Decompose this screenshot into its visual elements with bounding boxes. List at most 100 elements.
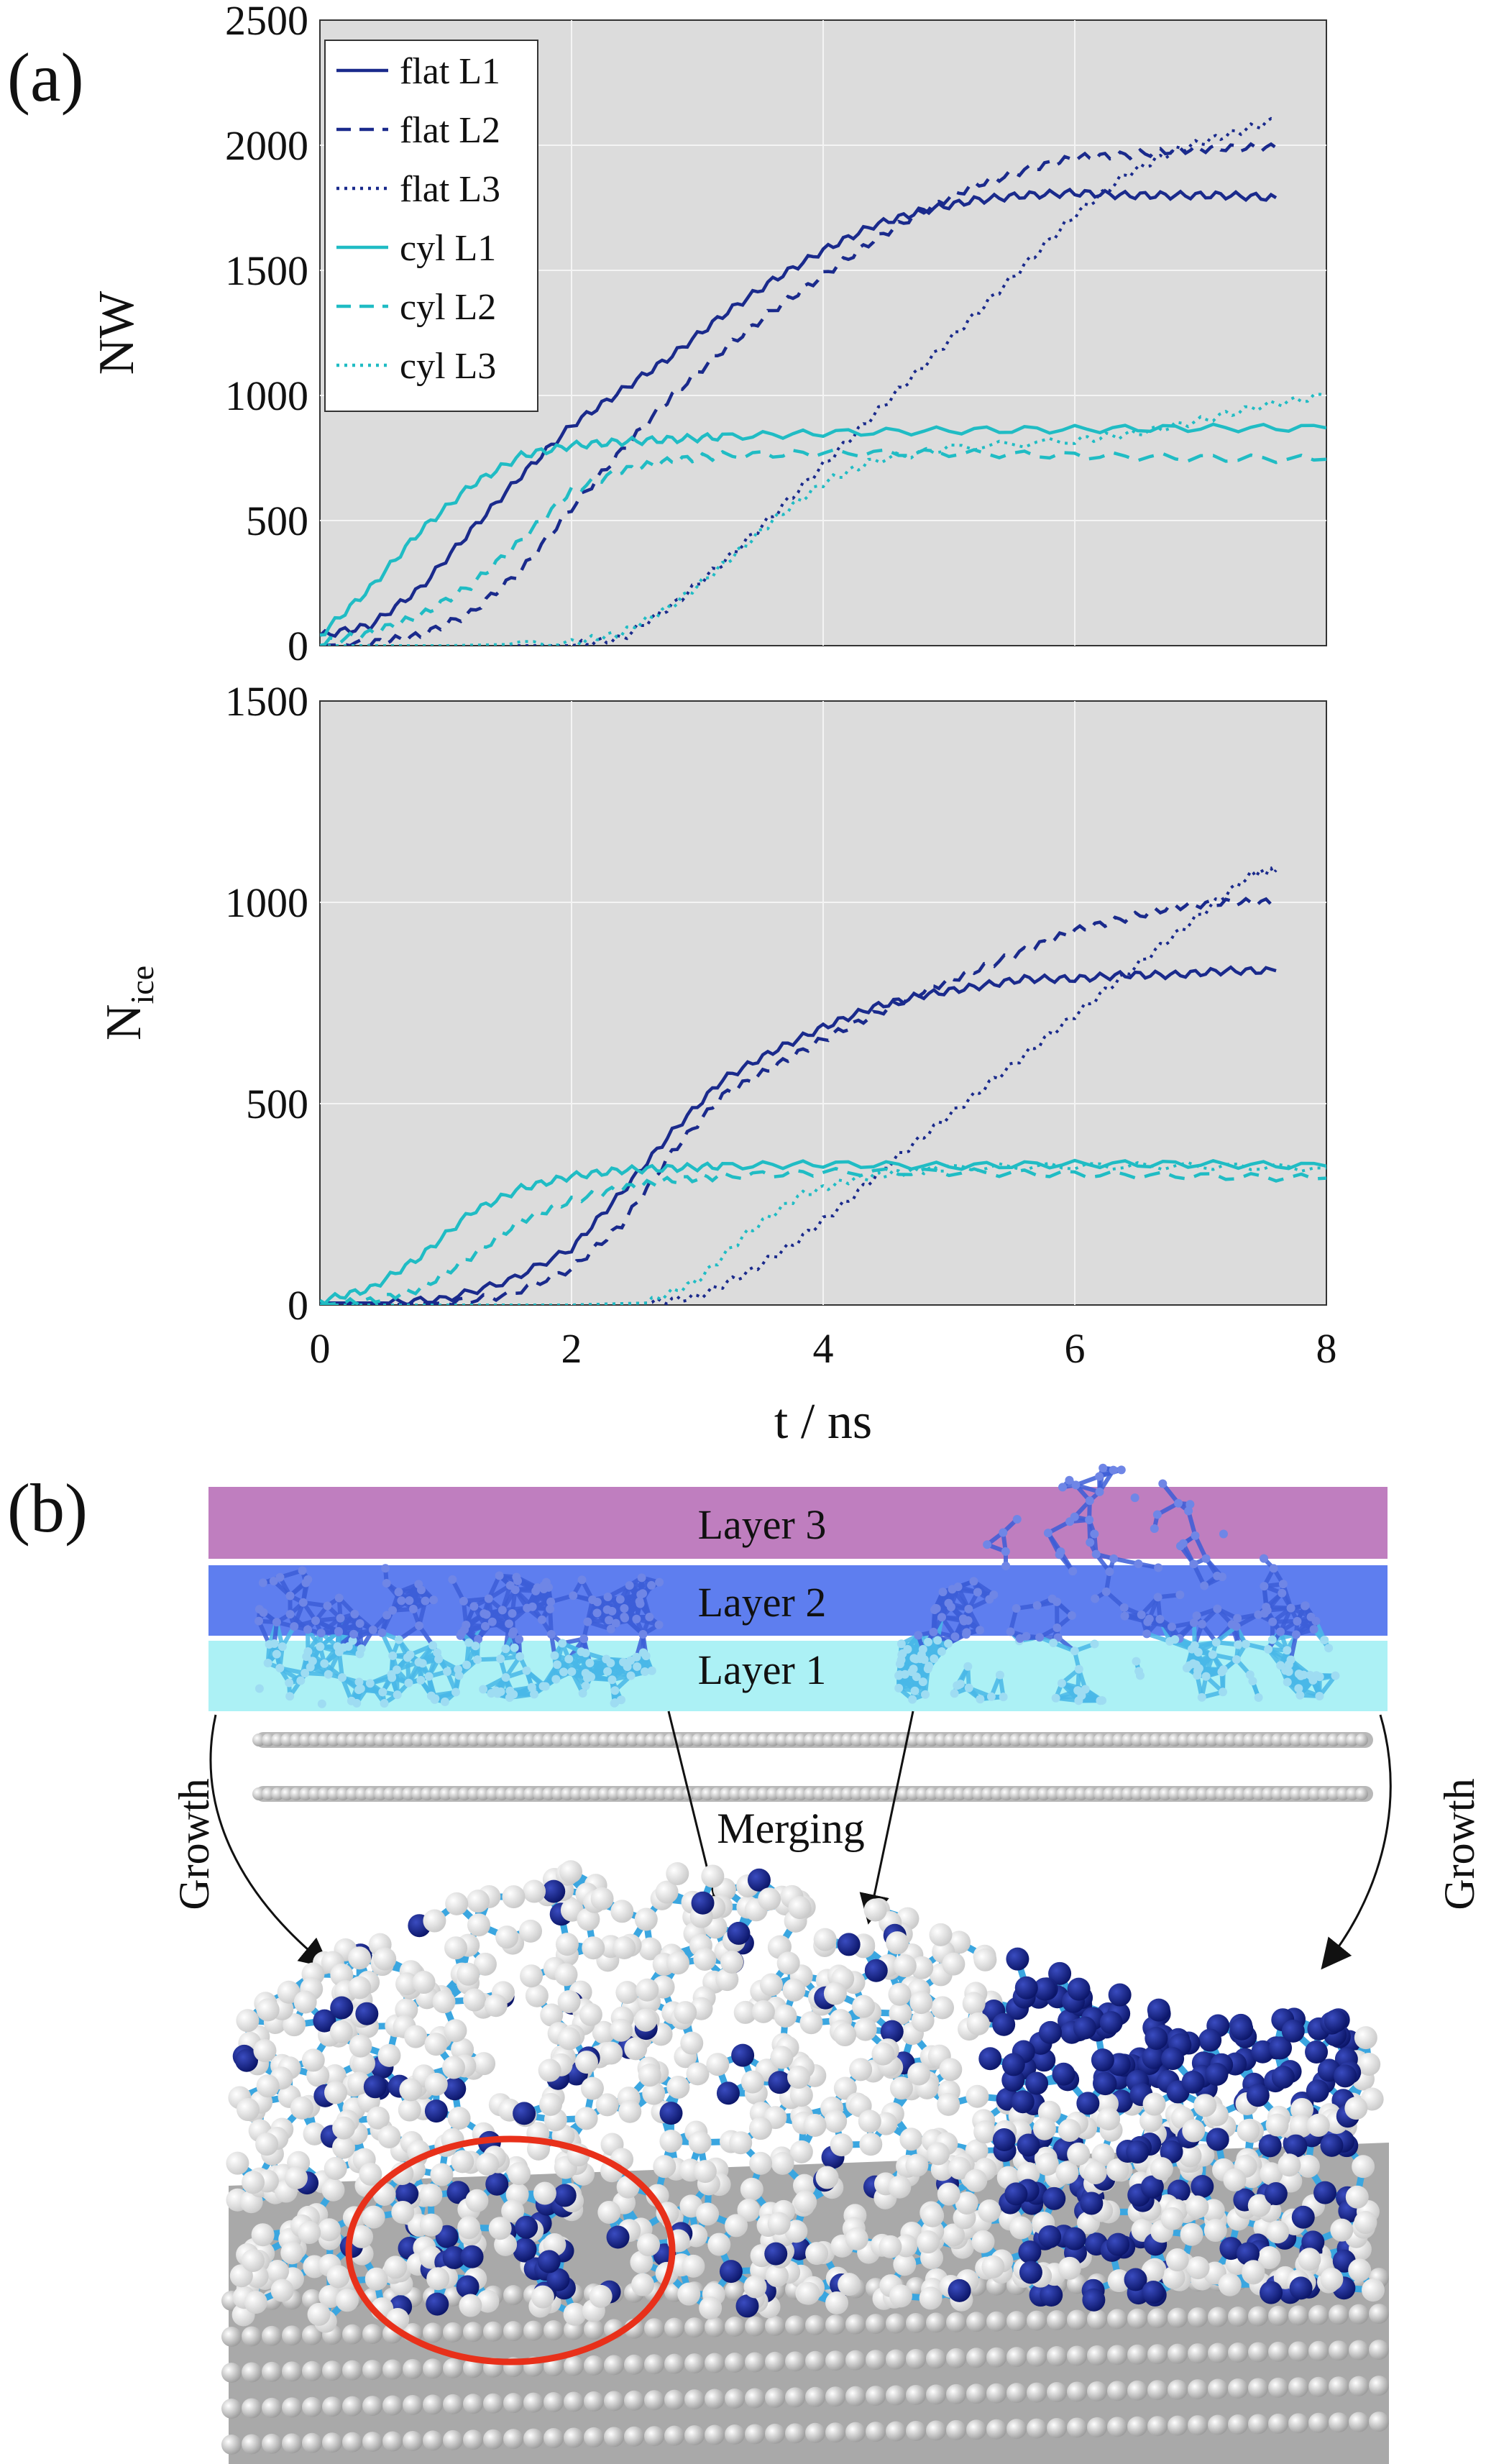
carbon-atom <box>1075 1787 1088 1800</box>
water-molecule <box>908 1695 917 1704</box>
water-molecule <box>583 1617 592 1626</box>
legend-label: flat L1 <box>400 51 500 92</box>
water-molecule <box>1278 1588 1287 1598</box>
carbon-atom <box>845 2422 866 2442</box>
carbon-atom <box>458 1787 471 1800</box>
carbon-atom <box>1196 1787 1209 1800</box>
carbon-atom <box>411 1787 424 1800</box>
water-molecule <box>933 1636 942 1645</box>
carbon-atom <box>533 1733 546 1746</box>
carbon-atom <box>966 2383 986 2404</box>
carbon-atom <box>302 2360 322 2381</box>
grid-lines <box>320 701 1326 1305</box>
water-molecule <box>1068 1567 1078 1576</box>
carbon-atom <box>1248 2342 1268 2363</box>
water-molecule <box>1074 1664 1083 1674</box>
carbon-atom <box>1215 1733 1228 1746</box>
water-molecule <box>605 1616 614 1625</box>
carbon-atom <box>1047 2310 1067 2331</box>
water-molecule <box>495 1571 504 1580</box>
series-line-cyl-l1 <box>320 1158 1326 1305</box>
carbon-atom <box>916 1733 929 1746</box>
water-molecule <box>1193 1671 1202 1680</box>
carbon-atom <box>1112 1733 1125 1746</box>
carbon-atom <box>542 1787 555 1800</box>
carbon-atom <box>886 2385 906 2406</box>
carbon-atom <box>589 1733 602 1746</box>
carbon-atom <box>423 2322 443 2343</box>
series-line-cyl-l3 <box>320 393 1326 646</box>
carbon-atom <box>1252 1733 1265 1746</box>
carbon-atom <box>645 1787 658 1800</box>
water-molecule <box>959 1616 968 1626</box>
carbon-atom <box>421 1733 434 1746</box>
legend-label: cyl L3 <box>400 346 496 387</box>
carbon-atom <box>382 2359 403 2380</box>
water-molecule <box>1142 1629 1152 1639</box>
carbon-atom <box>636 1733 648 1746</box>
carbon-atom <box>570 1733 583 1746</box>
carbon-atom <box>382 2395 403 2416</box>
carbon-atom <box>981 1787 994 1800</box>
carbon-atom <box>664 2353 684 2374</box>
water-molecule <box>392 1665 401 1675</box>
water-molecule <box>1086 1538 1095 1547</box>
water-molecule <box>1296 1671 1306 1680</box>
water-molecule <box>1262 1606 1272 1615</box>
water-molecule <box>1293 1616 1302 1626</box>
carbon-atom <box>785 1787 798 1800</box>
water-molecule <box>480 1621 490 1631</box>
water-molecule <box>577 1575 587 1585</box>
carbon-atom <box>841 1733 854 1746</box>
carbon-atom <box>1280 1733 1293 1746</box>
carbon-atom <box>282 2397 302 2418</box>
carbon-atom <box>866 2350 886 2371</box>
water-molecule <box>508 1609 517 1618</box>
carbon-atom <box>1019 1733 1032 1746</box>
water-molecule <box>1150 1524 1159 1534</box>
water-molecule <box>558 1639 567 1648</box>
water-molecule <box>559 1667 569 1677</box>
water-molecule <box>1070 1512 1079 1521</box>
carbon-atom <box>1208 2342 1228 2363</box>
carbon-atom <box>564 2391 584 2412</box>
carbon-atom <box>944 1787 957 1800</box>
carbon-atom <box>1027 2310 1047 2331</box>
carbon-atom <box>1290 1733 1303 1746</box>
water-molecule <box>567 1667 577 1677</box>
carbon-atom <box>738 1733 751 1746</box>
water-molecule <box>1301 1601 1310 1611</box>
carbon-atom <box>1168 1733 1181 1746</box>
water-molecule <box>285 1692 295 1701</box>
water-molecule <box>1241 1639 1250 1649</box>
carbon-atom <box>1329 2340 1349 2361</box>
carbon-atom <box>1027 2418 1047 2439</box>
water-molecule <box>1234 1640 1243 1649</box>
carbon-atom <box>804 1787 817 1800</box>
carbon-atom <box>505 1787 518 1800</box>
carbon-atom <box>845 2386 866 2406</box>
carbon-atom <box>624 2354 644 2375</box>
carbon-atom <box>463 2322 483 2342</box>
water-molecule <box>464 1638 474 1647</box>
water-molecule <box>403 1653 412 1662</box>
water-molecule <box>1254 1610 1263 1619</box>
growth-arrow-left <box>209 1714 331 1969</box>
water-molecule <box>1109 1465 1118 1475</box>
carbon-atom <box>308 1733 321 1746</box>
carbon-atom <box>495 1787 508 1800</box>
water-molecule <box>539 1581 549 1590</box>
water-molecule <box>925 1662 934 1671</box>
water-molecule <box>1085 1515 1094 1524</box>
water-molecule <box>1331 1671 1340 1680</box>
water-molecule <box>529 1690 538 1699</box>
carbon-atom <box>1188 2343 1208 2364</box>
water-molecule <box>285 1678 294 1687</box>
carbon-atom <box>805 2386 825 2407</box>
carbon-atom <box>654 1787 667 1800</box>
carbon-atom <box>503 2393 523 2414</box>
water-molecule <box>365 1679 375 1688</box>
water-molecule <box>546 1597 556 1606</box>
carbon-atom <box>1187 1733 1200 1746</box>
